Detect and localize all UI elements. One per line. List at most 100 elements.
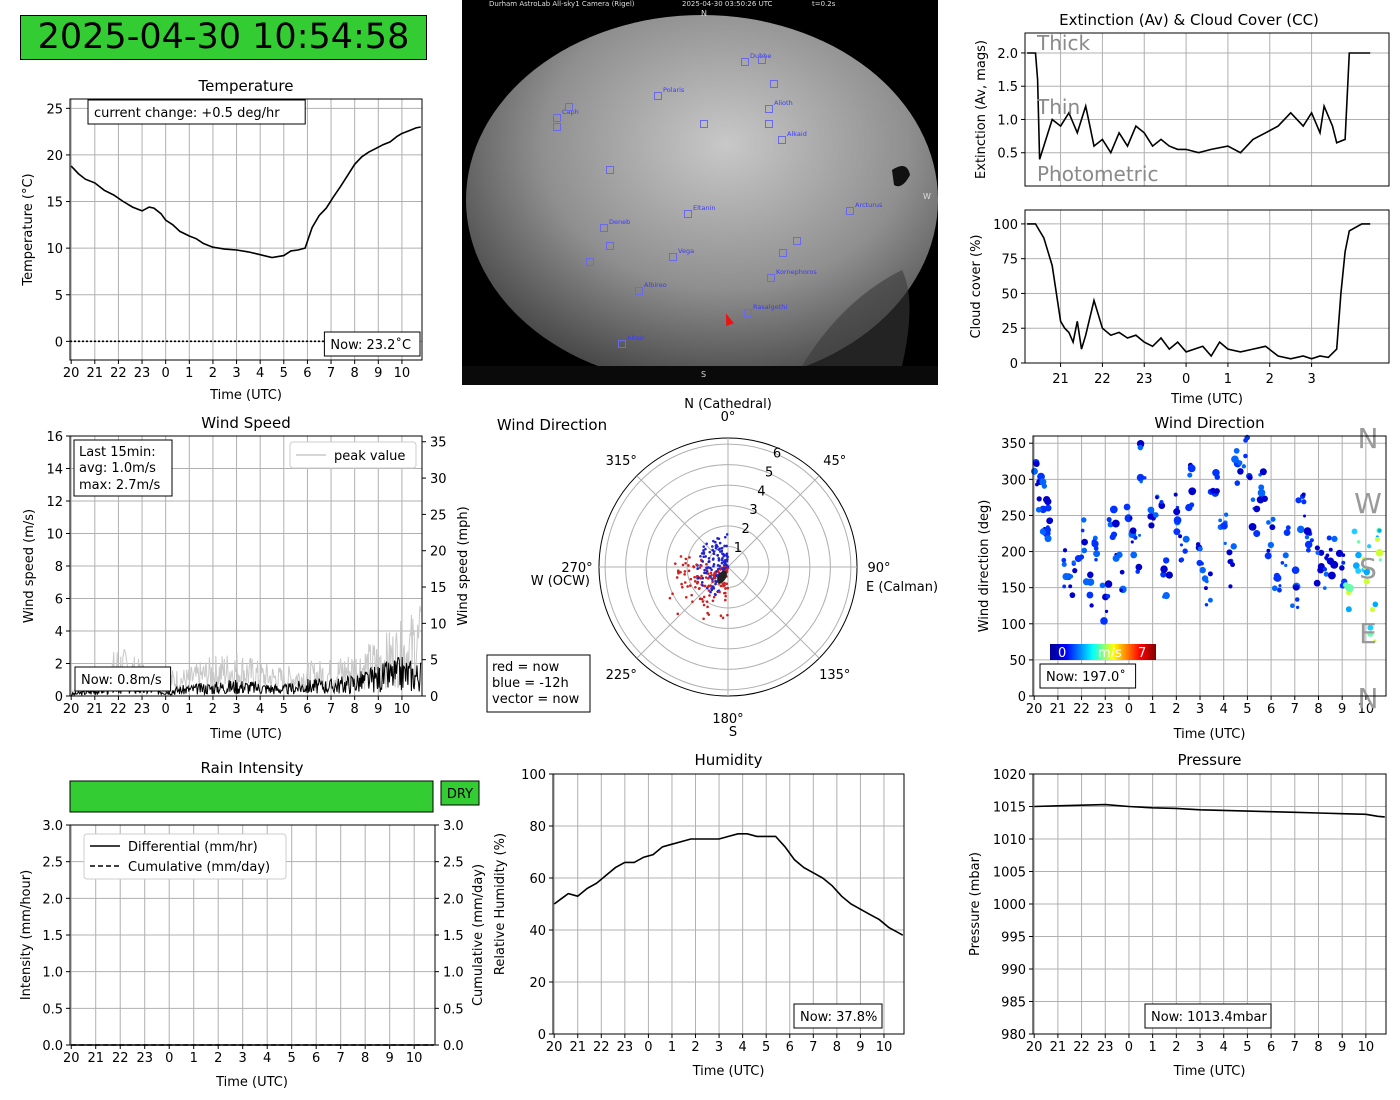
now-humidity-box: [793, 1003, 883, 1029]
radial-tick-label: 3: [749, 503, 757, 518]
y2-tick-label: 1.5: [443, 929, 464, 944]
wind-point-12h: [712, 550, 716, 553]
y-tick-label: 2.5: [42, 856, 63, 871]
plot-frame: [69, 824, 436, 1046]
now-humidity: Now: 37.8%: [793, 1003, 883, 1029]
wind-direction-point: [1377, 528, 1382, 533]
y2-tick-label: 1.0: [443, 966, 464, 981]
x-tick-label: 1: [190, 1051, 198, 1066]
wind-point-12h: [725, 544, 728, 548]
wind-point-now: [673, 562, 677, 565]
wind-direction-point: [1105, 593, 1111, 599]
x-tick-label: 21: [1050, 702, 1067, 717]
wind-point-now: [683, 573, 686, 576]
wind-direction-point: [1081, 538, 1088, 546]
x-tick-label: 5: [762, 1040, 770, 1055]
wind-point-12h: [720, 546, 724, 550]
wind-direction-point: [1372, 601, 1379, 608]
x-tick-label: 10: [1358, 1040, 1375, 1055]
y-tick-label: 350: [1001, 437, 1026, 452]
x-tick-label: 20: [1026, 702, 1043, 717]
wind-direction-point: [1335, 549, 1344, 558]
x-axis-label: Time (UTC): [692, 1064, 765, 1079]
x-tick-label: 0: [162, 366, 170, 381]
wind-point-12h: [704, 555, 707, 558]
wind-point-12h: [717, 559, 721, 562]
wind-point-12h: [720, 549, 724, 553]
colorbar: [1050, 644, 1156, 660]
x-tick-label: 5: [1243, 702, 1251, 717]
wind-direction-point: [1323, 571, 1329, 577]
wind-direction-point: [1303, 514, 1307, 518]
y2-tick-label: 2.0: [443, 892, 464, 907]
x-tick-label: 1: [668, 1040, 676, 1055]
wind-direction-point: [1345, 606, 1352, 613]
x-tick-label: 20: [546, 1040, 563, 1055]
wind-point-12h: [715, 580, 718, 584]
star-marker: [700, 120, 708, 128]
wind-point-now: [725, 582, 729, 586]
wind-point-12h: [714, 540, 717, 544]
wind-direction-point: [1069, 592, 1076, 599]
x-axis-label: Time (UTC): [215, 1075, 288, 1090]
y2-tick-label: 10: [430, 617, 447, 632]
y-tick-label: 250: [1001, 509, 1026, 524]
wind-direction-point: [1147, 513, 1154, 520]
compass-label: W: [1354, 487, 1382, 520]
wind-direction-point: [1033, 460, 1040, 467]
wind-direction-point: [1318, 549, 1325, 556]
star-label: Eltanin: [693, 204, 716, 212]
wind-direction-point: [1257, 489, 1266, 497]
y-axis-label: Relative Humidity (%): [493, 833, 508, 975]
wind-point-12h: [709, 590, 712, 594]
wind-direction-point: [1130, 540, 1134, 544]
wind-direction-point: [1228, 584, 1233, 589]
y-tick-label: 1.0: [42, 966, 63, 981]
x-tick-label: 3: [1196, 1040, 1204, 1055]
x-tick-label: 9: [386, 1051, 394, 1066]
wind-direction-point: [1061, 557, 1067, 563]
band-thick: Thick: [1036, 31, 1090, 55]
wind-direction-point: [1267, 541, 1275, 549]
wind-point-12h: [723, 544, 726, 548]
chart-title: Pressure: [1177, 751, 1241, 769]
wind-point-now: [681, 563, 685, 567]
wind-point-now: [684, 595, 688, 599]
star-marker: [765, 120, 773, 128]
wind-direction-point: [1266, 520, 1271, 525]
star-marker: [767, 274, 775, 282]
star-marker: [618, 340, 626, 348]
wind-speed-line: [71, 656, 422, 696]
legend-label: peak value: [334, 449, 405, 464]
radial-tick-label: 6: [773, 446, 781, 461]
x-tick-label: 3: [1307, 372, 1315, 387]
x-tick-label: 20: [63, 702, 80, 717]
y2-tick-label: 15: [430, 581, 447, 596]
wind-direction-point: [1241, 464, 1247, 469]
wind-point-12h: [724, 563, 728, 566]
star-label: Altair: [627, 334, 645, 342]
wind-direction-point: [1173, 528, 1181, 536]
wind-direction-point: [1253, 505, 1261, 513]
wind-point-12h: [705, 566, 708, 569]
x-tick-label: 8: [351, 702, 359, 717]
wind-point-now: [687, 569, 691, 573]
wind-point-now: [707, 572, 710, 576]
wind-direction-point: [1220, 522, 1228, 530]
angle-label: 315°: [606, 454, 637, 469]
wind-direction-point: [1233, 447, 1240, 454]
wind-direction-point: [1309, 538, 1314, 543]
wind-direction-point: [1030, 467, 1038, 475]
wind-direction-point: [1068, 574, 1074, 579]
y-tick-label: 10: [46, 528, 63, 543]
star-marker: [600, 224, 608, 232]
temperature-line: [70, 126, 421, 259]
wind-direction-point: [1061, 561, 1067, 567]
y-tick-label: 14: [46, 463, 63, 478]
x-tick-label: 6: [1267, 1040, 1275, 1055]
y-tick-label: 300: [1001, 473, 1026, 488]
angle-gridline: [636, 566, 729, 659]
band-thin: Thin: [1036, 95, 1080, 119]
wind-direction-point: [1173, 492, 1178, 497]
wind-point-now: [681, 585, 684, 589]
